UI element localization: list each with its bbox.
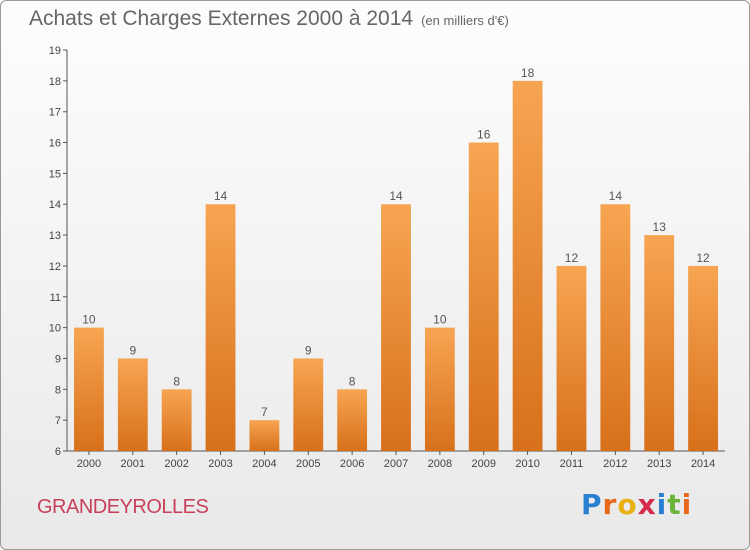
x-tick-label: 2013 (647, 458, 671, 470)
x-tick-label: 2014 (691, 458, 715, 470)
bar (293, 358, 324, 451)
x-tick-label: 2004 (252, 458, 276, 470)
x-tick-label: 2009 (471, 458, 495, 470)
x-tick-label: 2003 (208, 458, 232, 470)
bar-value-label: 10 (82, 313, 96, 327)
bar (249, 420, 280, 451)
bar-value-label: 18 (521, 66, 535, 80)
x-tick-label: 2010 (515, 458, 539, 470)
bar-value-label: 13 (653, 220, 667, 234)
y-tick-label: 9 (55, 353, 61, 365)
y-tick-label: 13 (49, 230, 61, 242)
y-tick-label: 10 (49, 323, 61, 335)
bar-value-label: 8 (173, 374, 180, 388)
brand-letter: P (581, 488, 603, 521)
y-tick-label: 17 (49, 107, 61, 119)
brand-letter: x (637, 488, 657, 521)
bar (512, 80, 543, 451)
bar (556, 265, 587, 451)
x-tick-label: 2011 (560, 458, 584, 470)
bar-value-label: 14 (609, 189, 623, 203)
brand-letter: t (667, 488, 682, 521)
x-tick-label: 2002 (164, 458, 188, 470)
x-tick-label: 2006 (340, 458, 364, 470)
y-tick-label: 11 (50, 292, 61, 304)
y-tick-label: 8 (55, 384, 61, 396)
bar (600, 204, 631, 451)
x-tick-label: 2012 (603, 458, 627, 470)
bar-value-label: 9 (305, 343, 312, 357)
bar-value-label: 9 (129, 343, 136, 357)
bar (74, 327, 104, 451)
y-tick-label: 15 (49, 168, 61, 180)
bar-value-label: 8 (349, 374, 356, 388)
bar-value-label: 14 (389, 189, 403, 203)
y-tick-label: 14 (49, 199, 61, 211)
chart-title-text: Achats et Charges Externes 2000 à 2014 (29, 7, 414, 30)
x-tick-label: 2005 (296, 458, 320, 470)
x-tick-label: 2007 (384, 458, 408, 470)
bar-value-label: 10 (433, 313, 447, 327)
bar (337, 389, 368, 451)
bar (688, 265, 718, 451)
brand-letter: i (656, 488, 668, 521)
brand-letter: i (681, 488, 693, 521)
brand-letter: r (602, 488, 618, 521)
chart-unit-label: (en milliers d'€) (421, 13, 509, 28)
bar-value-label: 7 (261, 405, 268, 419)
y-tick-label: 12 (49, 261, 61, 273)
bar (468, 142, 499, 452)
y-tick-label: 18 (49, 76, 61, 88)
bar (161, 389, 192, 451)
bar (205, 204, 236, 451)
x-tick-label: 2008 (428, 458, 452, 470)
y-tick-label: 6 (55, 446, 61, 458)
x-tick-label: 2001 (121, 458, 145, 470)
bar (381, 204, 411, 451)
bar (424, 327, 455, 451)
proxiti-logo: Proxiti (581, 488, 692, 521)
y-tick-label: 7 (55, 415, 61, 427)
bar-value-label: 14 (214, 189, 228, 203)
x-tick-label: 2000 (77, 458, 101, 470)
bar-value-label: 12 (696, 251, 710, 265)
brand-letter: o (617, 488, 638, 521)
chart-title: Achats et Charges Externes 2000 à 2014 (e… (29, 7, 509, 31)
y-tick-label: 19 (49, 45, 61, 57)
bar-value-label: 16 (477, 128, 491, 142)
commune-name: GRANDEYROLLES (37, 496, 209, 518)
y-tick-label: 16 (49, 138, 61, 150)
bar (117, 358, 148, 451)
bar-value-label: 12 (565, 251, 579, 265)
bar (644, 235, 675, 451)
